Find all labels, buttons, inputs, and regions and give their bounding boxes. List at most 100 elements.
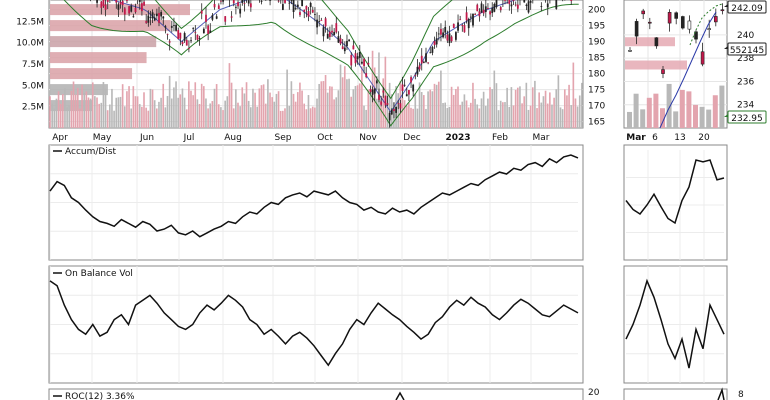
volume-bar bbox=[94, 96, 96, 128]
volume-bar bbox=[318, 83, 320, 128]
mini-candle-body bbox=[634, 21, 639, 37]
volume-bar bbox=[514, 89, 517, 128]
date-label: May bbox=[93, 133, 112, 143]
date-label: Nov bbox=[359, 133, 377, 143]
volume-bar bbox=[467, 107, 470, 128]
volume-bar bbox=[574, 98, 577, 128]
candle-body bbox=[435, 38, 438, 45]
volume-bar bbox=[386, 93, 389, 128]
bollinger-bands bbox=[63, 0, 579, 127]
volume-bar bbox=[121, 84, 124, 128]
candle-body bbox=[177, 29, 180, 40]
candle-body bbox=[348, 39, 351, 42]
volume-bar bbox=[70, 90, 73, 128]
mini-candle-body bbox=[654, 37, 659, 47]
volume-tick: 2.5M bbox=[22, 103, 44, 113]
date-label: Sep bbox=[275, 133, 292, 143]
candle-body bbox=[288, 2, 291, 4]
volume-bar bbox=[427, 91, 429, 128]
candle-body bbox=[292, 0, 295, 13]
date-label: Jul bbox=[183, 133, 195, 143]
mini-candle-body bbox=[667, 12, 672, 24]
candle-body bbox=[408, 90, 410, 95]
volume-bar bbox=[62, 94, 64, 128]
candle-body bbox=[232, 0, 235, 4]
volume-bar bbox=[111, 88, 113, 128]
candle-body bbox=[420, 55, 423, 64]
candle-body bbox=[138, 0, 141, 2]
candle-body bbox=[356, 56, 359, 60]
volume-bar bbox=[198, 103, 201, 128]
candle-body bbox=[188, 48, 190, 49]
mini-candle-body bbox=[641, 10, 646, 15]
volume-bar bbox=[173, 87, 175, 128]
candle-body bbox=[222, 0, 224, 2]
candle-body bbox=[478, 11, 481, 17]
volume-bar bbox=[136, 96, 139, 128]
date-label: Apr bbox=[52, 133, 68, 143]
candle-body bbox=[211, 15, 214, 20]
volume-bar bbox=[87, 97, 90, 128]
price-tick: 195 bbox=[588, 22, 605, 32]
volume-bar bbox=[450, 86, 453, 128]
volume-bar bbox=[85, 91, 88, 128]
volume-tick: 10.0M bbox=[16, 39, 44, 49]
mini-volume-bar bbox=[699, 106, 705, 128]
volume-bar bbox=[183, 97, 186, 128]
volume-bar bbox=[109, 104, 111, 128]
volume-bar bbox=[382, 78, 385, 128]
value-badge-text: 552145 bbox=[730, 46, 764, 56]
candle-body bbox=[388, 112, 391, 121]
volume-bar bbox=[115, 97, 118, 128]
candle-body bbox=[384, 95, 387, 106]
volume-bar bbox=[367, 89, 370, 128]
volume-bar bbox=[365, 109, 367, 128]
candle-body bbox=[196, 34, 199, 40]
accum-dist-panel: Accum/Dist bbox=[48, 144, 584, 261]
candle-body bbox=[166, 33, 169, 35]
volume-bar bbox=[79, 108, 81, 128]
volume-bar bbox=[553, 97, 555, 128]
mini-candle-body bbox=[628, 50, 632, 52]
candle-body bbox=[153, 17, 156, 21]
volume-bar bbox=[361, 66, 363, 128]
candle-body bbox=[224, 16, 227, 22]
mini-date-label: 6 bbox=[652, 133, 658, 143]
volume-bar bbox=[442, 103, 444, 128]
candle-body bbox=[410, 77, 412, 83]
volume-bar bbox=[354, 85, 357, 128]
volume-bar bbox=[177, 97, 179, 128]
candle-body bbox=[213, 3, 216, 8]
volume-bar bbox=[83, 92, 86, 128]
volume-bar bbox=[68, 105, 71, 128]
price-tick: 170 bbox=[588, 102, 605, 112]
volume-bar bbox=[410, 107, 412, 128]
volume-bar bbox=[431, 91, 434, 128]
volume-bar bbox=[549, 92, 551, 128]
volume-bar bbox=[482, 91, 485, 128]
candle-body bbox=[341, 46, 344, 50]
volume-bar bbox=[72, 81, 75, 128]
volume-bar bbox=[275, 93, 278, 128]
volume-bar bbox=[294, 101, 297, 128]
candle-body bbox=[540, 6, 543, 7]
volume-bar bbox=[126, 91, 128, 128]
volume-bar bbox=[512, 105, 515, 128]
candle-body bbox=[220, 0, 222, 2]
candle-body bbox=[412, 84, 415, 92]
candle-body bbox=[403, 84, 406, 86]
volume-bar bbox=[423, 95, 425, 128]
volume-bar bbox=[446, 108, 449, 128]
roc-tick-20: 20 bbox=[588, 388, 600, 398]
volume-bar bbox=[376, 98, 378, 128]
candle-body bbox=[241, 0, 244, 3]
volume-bar bbox=[444, 102, 446, 128]
volume-bar bbox=[252, 88, 254, 128]
volume-bar bbox=[286, 69, 288, 128]
moving-average bbox=[111, 0, 518, 113]
candle-body bbox=[183, 33, 186, 41]
candle-body bbox=[393, 108, 395, 112]
candle-body bbox=[367, 63, 370, 65]
candle-body bbox=[249, 3, 252, 8]
candle-body bbox=[371, 89, 374, 95]
